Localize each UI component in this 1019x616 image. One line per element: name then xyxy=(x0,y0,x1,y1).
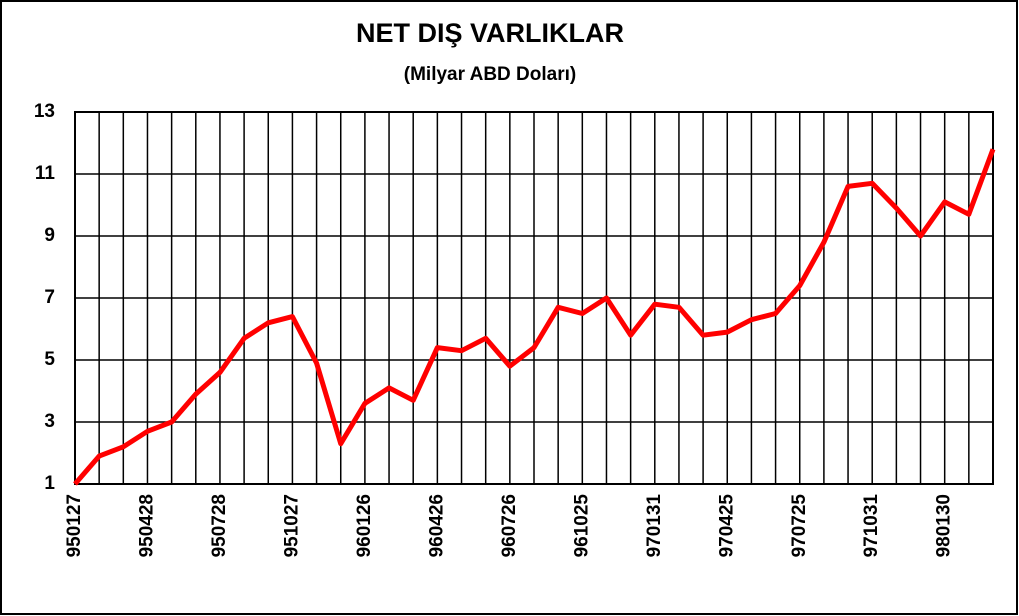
x-tick-label: 960726 xyxy=(499,494,520,557)
y-tick-label: 3 xyxy=(44,411,55,432)
y-tick-label: 5 xyxy=(44,349,55,370)
data-line xyxy=(73,148,996,486)
y-tick-label: 13 xyxy=(34,101,55,122)
y-tick-label: 1 xyxy=(44,473,55,494)
x-tick-label: 960426 xyxy=(426,494,447,557)
y-tick-label: 11 xyxy=(35,163,56,184)
x-tick-label: 960126 xyxy=(354,494,375,557)
x-tick-label: 970425 xyxy=(716,494,737,558)
y-tick-label: 9 xyxy=(44,225,55,246)
x-tick-label: 970131 xyxy=(644,494,665,558)
x-tick-label: 950127 xyxy=(64,494,85,557)
chart-subtitle: (Milyar ABD Doları) xyxy=(404,64,576,85)
x-tick-label: 980130 xyxy=(934,494,955,557)
y-tick-label: 7 xyxy=(44,287,55,308)
x-tick-label: 950428 xyxy=(136,494,157,557)
chart-title: NET DIŞ VARLIKLAR xyxy=(356,18,624,48)
x-tick-label: 971031 xyxy=(861,494,882,558)
x-tick-label: 951027 xyxy=(281,494,302,557)
x-tick-label: 961025 xyxy=(571,494,592,558)
x-tick-label: 950728 xyxy=(209,494,230,557)
x-tick-label: 970725 xyxy=(789,494,810,558)
